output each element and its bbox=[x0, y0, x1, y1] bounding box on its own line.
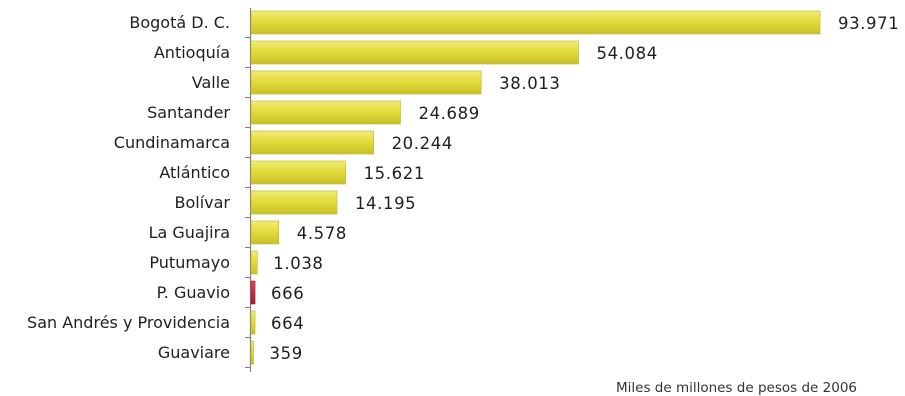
value-label: 54.084 bbox=[596, 44, 657, 63]
value-label: 24.689 bbox=[418, 104, 479, 123]
category-label: Atlántico bbox=[159, 163, 230, 182]
category-label: Guaviare bbox=[158, 343, 230, 362]
bar-12 bbox=[250, 340, 254, 365]
bar-11 bbox=[250, 310, 256, 335]
bar-8 bbox=[250, 220, 280, 245]
category-label: P. Guavio bbox=[157, 283, 230, 302]
bar-9 bbox=[250, 250, 258, 275]
value-label: 93.971 bbox=[838, 14, 899, 33]
value-label: 1.038 bbox=[273, 254, 323, 273]
bar-7 bbox=[250, 190, 338, 215]
value-label: 38.013 bbox=[499, 74, 560, 93]
bar-2 bbox=[250, 40, 579, 65]
category-label: Cundinamarca bbox=[114, 133, 230, 152]
bar-3 bbox=[250, 70, 482, 95]
category-label: Valle bbox=[192, 73, 230, 92]
value-label: 20.244 bbox=[392, 134, 453, 153]
category-label: La Guajira bbox=[149, 223, 230, 242]
category-label: Putumayo bbox=[149, 253, 230, 272]
category-label: Antioquía bbox=[154, 43, 230, 62]
value-label: 14.195 bbox=[355, 194, 416, 213]
unit-note: Miles de millones de pesos de 2006 bbox=[616, 380, 857, 396]
value-label: 359 bbox=[270, 344, 303, 363]
bar-6 bbox=[250, 160, 346, 185]
category-label: San Andrés y Providencia bbox=[27, 313, 230, 332]
bar-5 bbox=[250, 130, 374, 155]
category-label: Bogotá D. C. bbox=[129, 13, 230, 32]
category-label: Bolívar bbox=[174, 193, 230, 212]
bar-1 bbox=[250, 10, 821, 35]
value-label: 15.621 bbox=[364, 164, 425, 183]
value-label: 664 bbox=[271, 314, 304, 333]
category-label: Santander bbox=[147, 103, 230, 122]
bar-4 bbox=[250, 100, 401, 125]
value-label: 4.578 bbox=[297, 224, 347, 243]
bar-10 bbox=[250, 280, 256, 305]
value-label: 666 bbox=[271, 284, 304, 303]
